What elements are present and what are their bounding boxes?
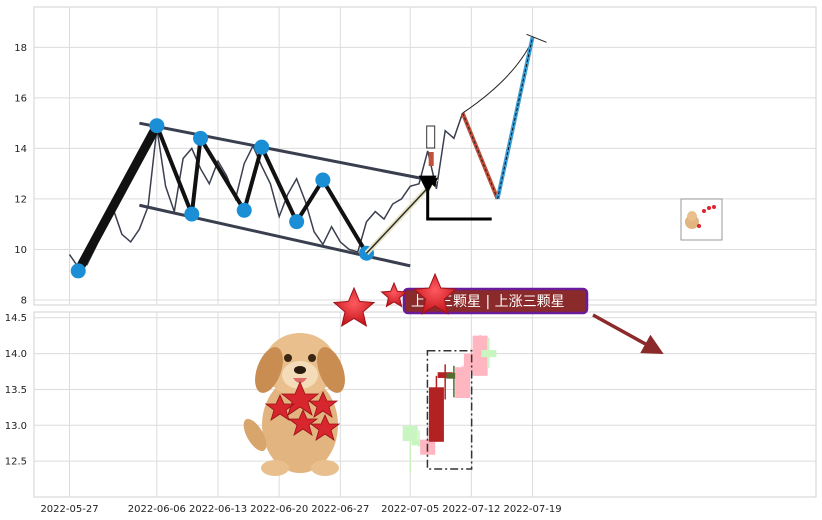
projection-target-tick — [526, 33, 547, 43]
star-icons — [332, 272, 458, 328]
mini-star-icon — [697, 224, 701, 228]
x-tick-label: 2022-07-05 — [381, 504, 439, 515]
bottom-y-tick-label: 12.5 — [5, 457, 27, 468]
channel-line — [139, 121, 437, 183]
x-tick-label: 2022-05-27 — [40, 504, 98, 515]
top-y-tick-label: 18 — [14, 43, 27, 54]
top-y-tick-label: 10 — [14, 245, 27, 256]
top-plot-area — [33, 6, 817, 306]
candle-body — [455, 367, 471, 399]
zigzag-segment — [154, 123, 194, 217]
pattern-label: 上涨三颗星 | 上涨三颗星 — [411, 294, 565, 310]
zigzag-segment — [73, 121, 162, 276]
pivot-point — [315, 172, 331, 188]
x-tick-label: 2022-06-13 — [189, 504, 247, 515]
candle-body — [481, 350, 497, 358]
zigzag-segment — [259, 145, 299, 224]
x-tick-label: 2022-06-06 — [128, 504, 186, 515]
bottom-y-tick-label: 13.5 — [5, 385, 27, 396]
candle-body — [437, 372, 453, 378]
mini-dog-head-icon — [687, 211, 697, 221]
star-icon — [412, 272, 458, 315]
pivot-point — [193, 130, 209, 146]
zigzag-segment — [294, 177, 325, 224]
mini-star-icon — [712, 205, 716, 209]
pattern-box — [426, 349, 473, 470]
bottom-y-tick-label: 13.0 — [5, 421, 27, 432]
candlesticks — [402, 334, 497, 474]
pivot-point — [236, 202, 252, 218]
zigzag-segment — [242, 145, 264, 213]
bottom-y-tick-label: 14.0 — [5, 349, 27, 360]
bottom-y-tick-label: 14.5 — [5, 313, 27, 324]
zigzag-pattern — [70, 118, 375, 279]
star-icon — [380, 281, 408, 308]
zigzag-segment — [198, 136, 247, 213]
projection-pattern — [460, 33, 547, 200]
pattern-annotation — [426, 313, 664, 470]
mini-star-icon — [702, 209, 706, 213]
star-icon — [332, 286, 376, 328]
top-y-tick-labels: 8 10 12 14 16 18 — [14, 43, 27, 307]
signal-bar — [428, 152, 434, 166]
top-y-tick-label: 16 — [14, 93, 27, 104]
zigzag-segment — [189, 136, 203, 217]
x-tick-label: 2022-06-20 — [250, 504, 308, 515]
top-decorations — [418, 125, 723, 241]
pivot-point — [254, 139, 270, 155]
projection-down-leg-dash — [462, 112, 499, 200]
bottom-plot-area — [33, 311, 817, 498]
candle-body — [402, 426, 418, 442]
top-y-tick-label: 8 — [21, 295, 27, 306]
top-y-tick-label: 14 — [14, 144, 27, 155]
signal-bar-outline — [426, 125, 436, 149]
zigzag-segment — [320, 177, 369, 256]
x-tick-label: 2022-07-12 — [442, 504, 500, 515]
pivot-point — [149, 118, 165, 134]
pattern-arrow — [592, 313, 664, 355]
candle-body — [428, 387, 444, 442]
x-tick-label: 2022-07-19 — [503, 504, 561, 515]
projection-up-leg-dash — [497, 37, 534, 200]
candle-body — [472, 335, 488, 376]
candle-body — [411, 440, 427, 446]
x-tick-labels: 2022-05-27 2022-06-06 2022-06-13 2022-06-20… — [40, 504, 561, 515]
dog-holding-stars-icon — [243, 333, 345, 476]
mini-star-icon — [707, 206, 711, 210]
x-tick-label: 2022-06-27 — [311, 504, 369, 515]
pivot-point — [70, 263, 86, 279]
candle-body — [446, 372, 462, 379]
bottom-y-tick-labels: 12.5 13.0 13.5 14.0 14.5 — [5, 313, 27, 467]
price-line — [68, 112, 464, 268]
pivot-point — [289, 214, 305, 230]
top-y-tick-label: 12 — [14, 194, 27, 205]
pivot-point — [184, 206, 200, 222]
signal-pointer-line — [418, 175, 492, 221]
